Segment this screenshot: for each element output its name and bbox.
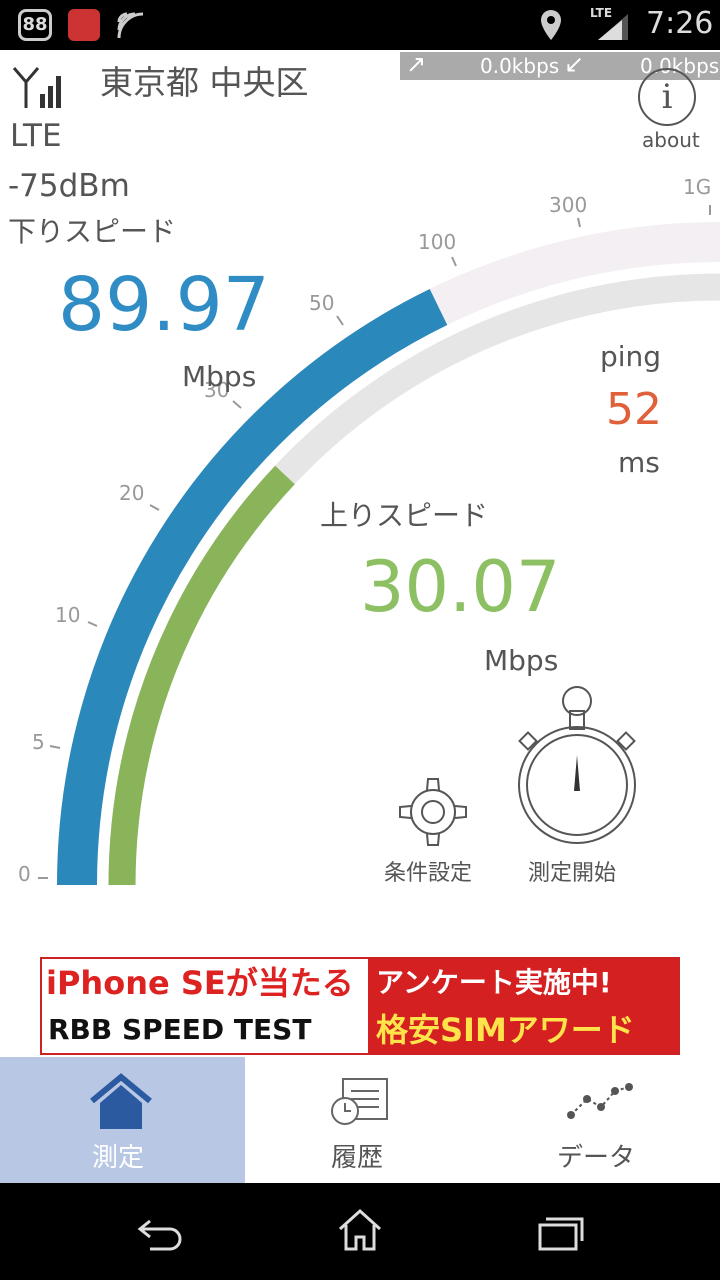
location-icon [541, 10, 561, 40]
gear-icon [399, 778, 467, 846]
download-arrow: ↙ [564, 50, 585, 78]
gauge-tick-label: 50 [309, 291, 335, 315]
upload-arc [108, 465, 295, 886]
system-nav [0, 1183, 720, 1280]
download-unit: Mbps [182, 360, 257, 393]
network-type: LTE [10, 118, 62, 154]
cast-icon [117, 12, 144, 39]
gauge-tick-label: 1G [683, 175, 712, 199]
upload-value: 30.07 [360, 546, 561, 628]
gauge-tick-label: 300 [549, 193, 588, 217]
gauge-tick-marks [38, 205, 711, 879]
ad-text: iPhone SEが当たる [46, 964, 354, 1002]
upload-arrow: ↗ [406, 50, 427, 78]
back-button[interactable] [136, 1213, 186, 1253]
upload-label: 上りスピード [320, 499, 489, 532]
gauge-tick-label: 5 [32, 730, 45, 754]
settings-label[interactable]: 条件設定 [384, 861, 473, 886]
upload-unit: Mbps [484, 644, 559, 677]
home-button[interactable] [336, 1207, 384, 1253]
tab-measure[interactable]: 測定 [0, 1057, 245, 1183]
history-icon [331, 1078, 388, 1125]
about-icon[interactable]: i [638, 68, 696, 126]
tab-label[interactable]: データ [557, 1143, 636, 1173]
download-label: 下りスピード [8, 215, 177, 248]
signal-strength: -75dBm [8, 168, 130, 204]
download-value: 89.97 [58, 262, 270, 348]
settings-button[interactable]: 条件設定 [378, 775, 488, 886]
ad-text: 格安SIMアワード [368, 1007, 678, 1053]
download-arc [57, 289, 448, 886]
tab-history[interactable]: 履歴 [245, 1057, 475, 1183]
stopwatch-icon [518, 686, 636, 844]
recents-button[interactable] [536, 1213, 586, 1253]
gauge-tick-label: 100 [418, 230, 457, 254]
antenna-icon [12, 67, 61, 108]
app-icon [68, 9, 100, 41]
clock: 7:26 [646, 6, 714, 41]
ping-label: ping [600, 340, 662, 373]
ping-value: 52 [606, 384, 662, 435]
tab-label[interactable]: 履歴 [331, 1143, 384, 1173]
about-label[interactable]: about [642, 128, 700, 152]
gauge [38, 205, 720, 886]
start-button[interactable]: 測定開始 [514, 685, 640, 886]
status-bar: 88 LTE 7:26 [0, 0, 720, 50]
network-label: LTE [590, 6, 613, 20]
gauge-tick-label: 30 [204, 378, 230, 402]
rate-strip: ↗ 0.0kbps ↙ 0.0kbps [400, 50, 720, 80]
gauge-tick-label: 20 [119, 481, 145, 505]
home-icon [90, 1073, 152, 1129]
ad-text: アンケート実施中! [368, 959, 678, 1007]
tab-data[interactable]: データ [475, 1057, 720, 1183]
start-label[interactable]: 測定開始 [528, 861, 617, 886]
ping-unit: ms [618, 446, 660, 479]
app-badge: 88 [18, 9, 52, 41]
tab-bar: 測定 履歴 データ [0, 1057, 720, 1183]
ad-banner[interactable]: iPhone SEが当たる アンケート実施中! RBB SPEED TEST 格… [40, 957, 680, 1055]
upload-rate: 0.0kbps [480, 54, 560, 78]
data-icon [567, 1083, 633, 1119]
gauge-tick-label: 0 [18, 862, 31, 886]
tab-label[interactable]: 測定 [92, 1143, 145, 1173]
location: 東京都 中央区 [100, 63, 309, 102]
signal-bars [598, 14, 628, 40]
ad-text: RBB SPEED TEST [48, 1013, 312, 1046]
gauge-tick-label: 10 [55, 603, 81, 627]
